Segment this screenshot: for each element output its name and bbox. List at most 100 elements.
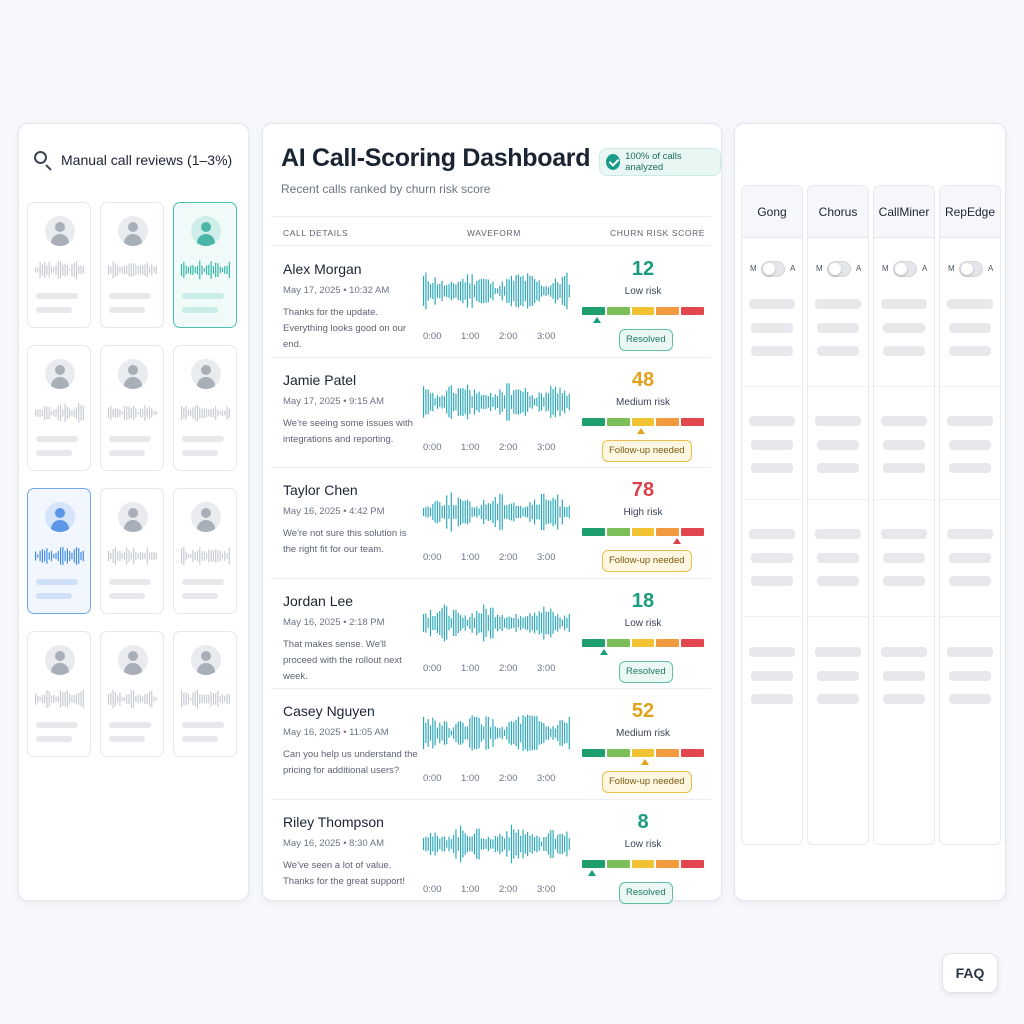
faq-button[interactable]: FAQ [942, 953, 998, 993]
risk-scale-segment [681, 417, 704, 426]
risk-scale-segment [606, 749, 630, 757]
call-waveform[interactable] [423, 490, 571, 534]
call-row[interactable]: Jamie Patel May 17, 2025 • 9:15 AM We're… [271, 358, 711, 468]
review-card[interactable] [27, 345, 91, 471]
call-row[interactable]: Taylor Chen May 16, 2025 • 4:42 PM We're… [271, 468, 711, 579]
status-badge[interactable]: Resolved [619, 660, 673, 683]
call-waveform[interactable] [423, 601, 571, 645]
call-waveform[interactable] [423, 269, 571, 313]
placeholder-line [182, 307, 218, 313]
avatar [191, 502, 221, 532]
review-card[interactable] [100, 202, 164, 328]
review-card[interactable] [173, 488, 237, 614]
manual-auto-toggle[interactable]: M A [816, 260, 864, 278]
column-header-waveform[interactable]: WAVEFORM [467, 228, 521, 238]
caller-name[interactable]: Casey Nguyen [283, 703, 375, 719]
call-row[interactable]: Jordan Lee May 16, 2025 • 2:18 PM That m… [271, 579, 711, 689]
column-header-call-details[interactable]: CALL DETAILS [283, 228, 349, 238]
review-card[interactable] [173, 631, 237, 757]
risk-marker-icon [636, 427, 645, 434]
review-card[interactable] [27, 488, 91, 614]
placeholder-line [36, 450, 72, 456]
status-badge[interactable]: Resolved [619, 329, 673, 351]
call-row[interactable]: Alex Morgan May 17, 2025 • 10:32 AM Than… [271, 247, 711, 358]
placeholder-line [815, 416, 861, 426]
toggle-label-auto: A [856, 264, 862, 273]
time-label: 3:00 [537, 883, 556, 895]
placeholder-line [751, 671, 793, 681]
divider [874, 616, 934, 617]
risk-scale-segment [582, 528, 605, 536]
status-badge[interactable]: Follow-up needed [602, 771, 692, 793]
caller-name[interactable]: Alex Morgan [283, 261, 362, 277]
call-datetime: May 16, 2025 • 2:18 PM [283, 616, 385, 628]
risk-scale-segment [582, 417, 605, 426]
risk-scale-bar [582, 749, 704, 757]
caller-name[interactable]: Riley Thompson [283, 813, 384, 830]
table-header: CALL DETAILS WAVEFORM CHURN RISK SCORE [271, 216, 711, 246]
call-quote: Can you help us understand the pricing f… [283, 749, 418, 776]
placeholder-line [36, 722, 78, 728]
caller-name[interactable]: Jordan Lee [283, 592, 354, 609]
placeholder-line [749, 416, 795, 426]
time-label: 0:00 [423, 883, 442, 895]
waveform-time-axis: 0:00 1:00 2:00 3:00 [423, 442, 571, 454]
call-waveform[interactable] [423, 711, 571, 755]
risk-marker-icon [641, 759, 650, 765]
call-waveform[interactable] [423, 380, 571, 424]
call-row[interactable]: Casey Nguyen May 16, 2025 • 11:05 AM Can… [271, 689, 711, 800]
placeholder-line [751, 553, 793, 563]
toggle-label-manual: M [948, 264, 955, 273]
review-card[interactable] [173, 202, 237, 328]
placeholder-line [36, 579, 78, 585]
placeholder-line [751, 440, 793, 450]
manual-auto-toggle[interactable]: M A [948, 260, 996, 278]
time-label: 2:00 [499, 773, 518, 784]
placeholder-line [949, 694, 991, 704]
vendor-name[interactable]: RepEdge [940, 186, 1000, 238]
avatar [118, 216, 148, 246]
review-card-grid [27, 202, 237, 757]
avatar [118, 359, 148, 389]
manual-reviews-title: Manual call reviews (1–3%) [61, 152, 233, 168]
vendor-column: Gong M A [741, 185, 803, 845]
review-card[interactable] [173, 345, 237, 471]
placeholder-line [817, 346, 859, 356]
divider [742, 499, 802, 500]
risk-scale-segment [631, 859, 655, 868]
review-card[interactable] [100, 631, 164, 757]
review-card[interactable] [100, 488, 164, 614]
caller-name[interactable]: Jamie Patel [283, 371, 357, 388]
status-badge[interactable]: Follow-up needed [602, 439, 692, 462]
avatar [191, 216, 221, 246]
waveform-icon [108, 402, 158, 424]
placeholder-line [36, 436, 78, 442]
caller-name[interactable]: Taylor Chen [283, 482, 358, 498]
review-card[interactable] [27, 631, 91, 757]
churn-score: 12 [631, 258, 655, 280]
review-card[interactable] [27, 202, 91, 328]
call-waveform[interactable] [423, 822, 571, 866]
call-row[interactable]: Riley Thompson May 16, 2025 • 8:30 AM We… [271, 800, 711, 911]
placeholder-line [949, 671, 991, 681]
vendor-name[interactable]: CallMiner [874, 186, 934, 238]
status-badge[interactable]: Follow-up needed [602, 550, 692, 572]
placeholder-line [815, 647, 861, 657]
placeholder-line [109, 593, 145, 599]
manual-auto-toggle[interactable]: M A [882, 260, 930, 278]
review-card[interactable] [100, 345, 164, 471]
time-label: 2:00 [499, 552, 518, 563]
vendor-name[interactable]: Chorus [808, 186, 868, 238]
placeholder-line [749, 299, 795, 309]
placeholder-line [947, 529, 993, 539]
column-header-churn-risk[interactable]: CHURN RISK SCORE [610, 228, 706, 238]
toggle-label-auto: A [922, 264, 928, 273]
divider [940, 386, 1000, 387]
placeholder-line [182, 736, 218, 742]
status-badge[interactable]: Resolved [619, 881, 673, 904]
time-label: 2:00 [499, 441, 518, 453]
placeholder-line [182, 450, 218, 456]
placeholder-line [182, 293, 224, 299]
manual-auto-toggle[interactable]: M A [750, 260, 798, 278]
vendor-name[interactable]: Gong [742, 186, 802, 238]
